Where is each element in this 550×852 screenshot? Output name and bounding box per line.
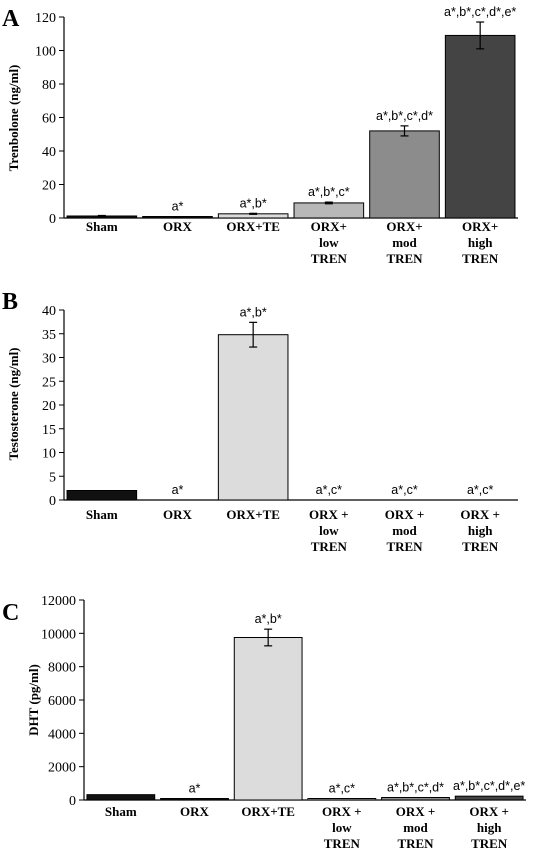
category-label-c-1-0: ORX <box>180 804 210 819</box>
category-label-c-3-2: TREN <box>324 836 361 851</box>
y-tick-label-c-3: 6000 <box>48 694 76 709</box>
category-label-a-4-2: TREN <box>386 251 423 266</box>
chart-panel-c: 0 2000 4000 6000 8000 10000 12000 DHT (pg/ml) Sh… <box>26 594 526 851</box>
y-tick-label-c-2: 4000 <box>48 727 76 742</box>
panel-letter-b: B <box>2 289 18 315</box>
bar-b-2 <box>217 334 289 501</box>
category-label-b-4-2: TREN <box>386 539 423 554</box>
y-tick-label-a-6: 120 <box>35 11 56 26</box>
category-label-c-3-1: low <box>332 820 352 835</box>
y-tick-label-a-3: 60 <box>42 112 56 127</box>
category-label-b-3-1: low <box>319 523 339 538</box>
category-label-a-1-0: ORX <box>163 219 193 234</box>
bar-a-5 <box>444 34 516 219</box>
y-axis-label-a: Trenbolone (ng/ml) <box>6 65 21 172</box>
bar-c-3 <box>307 798 377 801</box>
category-label-a-3-2: TREN <box>311 251 348 266</box>
panel-letter-c: C <box>2 600 19 626</box>
category-label-b-1-0: ORX <box>163 507 193 522</box>
category-label-b-0-0: Sham <box>86 507 118 522</box>
category-label-a-3-0: ORX+ <box>311 219 347 234</box>
significance-label-b-3: a*,c* <box>316 483 343 497</box>
y-tick-label-c-6: 12000 <box>41 594 76 609</box>
bar-a-3 <box>293 202 365 219</box>
y-tick-label-b-4: 20 <box>42 399 56 414</box>
bar-a-4 <box>369 130 440 219</box>
category-label-a-4-0: ORX+ <box>386 219 422 234</box>
significance-label-c-3: a*,c* <box>329 782 356 796</box>
y-tick-label-a-2: 40 <box>42 145 56 160</box>
y-tick-label-c-4: 8000 <box>48 661 76 676</box>
y-tick-label-b-3: 15 <box>42 423 56 438</box>
significance-label-b-4: a*,c* <box>391 483 418 497</box>
y-tick-label-c-5: 10000 <box>41 627 76 642</box>
category-label-c-4-2: TREN <box>397 836 434 851</box>
y-axis-label-c: DHT (pg/ml) <box>26 664 41 736</box>
category-label-c-4-0: ORX + <box>396 804 436 819</box>
chart-panel-b: 0 5 10 15 20 25 30 35 40 Testosterone (ng/ml) Sham… <box>6 304 518 554</box>
bar-c-2 <box>233 637 303 801</box>
bar-c-4 <box>381 797 450 801</box>
category-label-a-2-0: ORX+TE <box>226 219 280 234</box>
category-label-b-2-0: ORX+TE <box>226 507 280 522</box>
significance-label-b-2: a*,b* <box>240 305 267 319</box>
category-label-c-2-0: ORX+TE <box>241 804 295 819</box>
category-label-c-0-0: Sham <box>105 804 137 819</box>
bar-c-5 <box>454 795 524 801</box>
significance-label-b-5: a*,c* <box>467 483 494 497</box>
panel-letter-a: A <box>2 6 20 32</box>
category-label-b-3-0: ORX + <box>309 507 349 522</box>
category-label-a-0-0: Sham <box>86 219 118 234</box>
y-axis-label-b: Testosterone (ng/ml) <box>6 347 21 460</box>
category-label-a-5-0: ORX+ <box>462 219 498 234</box>
significance-label-c-4: a*,b*,c*,d* <box>387 781 444 795</box>
significance-label-c-1: a* <box>189 782 201 796</box>
category-label-a-4-1: mod <box>392 235 417 250</box>
significance-label-a-1: a* <box>172 200 184 214</box>
y-tick-label-a-0: 0 <box>49 212 56 227</box>
significance-label-c-2: a*,b* <box>255 612 282 626</box>
y-tick-label-b-7: 35 <box>42 328 56 343</box>
y-tick-label-b-5: 25 <box>42 375 56 390</box>
y-tick-label-a-1: 20 <box>42 179 56 194</box>
category-label-b-4-1: mod <box>392 523 417 538</box>
category-label-c-4-1: mod <box>403 820 428 835</box>
category-label-c-5-1: high <box>477 820 502 835</box>
y-tick-label-c-0: 0 <box>69 794 76 809</box>
y-tick-label-a-4: 80 <box>42 78 56 93</box>
category-label-c-5-0: ORX + <box>469 804 509 819</box>
category-label-a-5-2: TREN <box>462 251 499 266</box>
y-tick-label-b-8: 40 <box>42 304 56 319</box>
significance-label-a-5: a*,b*,c*,d*,e* <box>444 5 516 19</box>
bar-b-0 <box>66 490 138 501</box>
y-tick-label-b-2: 10 <box>42 447 56 462</box>
category-label-c-5-2: TREN <box>471 836 508 851</box>
chart-panel-a: 0 20 40 60 80 100 120 Trenbolone (ng/ml) Sham a* O… <box>6 5 518 266</box>
category-label-a-3-1: low <box>319 235 339 250</box>
y-tick-label-a-5: 100 <box>35 45 56 60</box>
bar-c-1 <box>160 798 229 801</box>
category-label-a-5-1: high <box>468 235 493 250</box>
category-label-b-5-1: high <box>468 523 493 538</box>
category-label-b-3-2: TREN <box>311 539 348 554</box>
significance-label-b-1: a* <box>172 483 184 497</box>
category-label-c-3-0: ORX + <box>322 804 362 819</box>
y-tick-label-b-0: 0 <box>49 494 56 509</box>
significance-label-a-2: a*,b* <box>240 196 267 210</box>
category-label-b-4-0: ORX + <box>385 507 425 522</box>
significance-label-a-4: a*,b*,c*,d* <box>376 109 433 123</box>
category-label-b-5-0: ORX + <box>460 507 500 522</box>
y-tick-label-c-1: 2000 <box>48 761 76 776</box>
significance-label-c-5: a*,b*,c*,d*,e* <box>453 779 525 793</box>
y-tick-label-b-1: 5 <box>49 470 56 485</box>
category-label-b-5-2: TREN <box>462 539 499 554</box>
significance-label-a-3: a*,b*,c* <box>308 185 350 199</box>
bar-c-0 <box>86 794 156 801</box>
y-tick-label-b-6: 30 <box>42 352 56 367</box>
